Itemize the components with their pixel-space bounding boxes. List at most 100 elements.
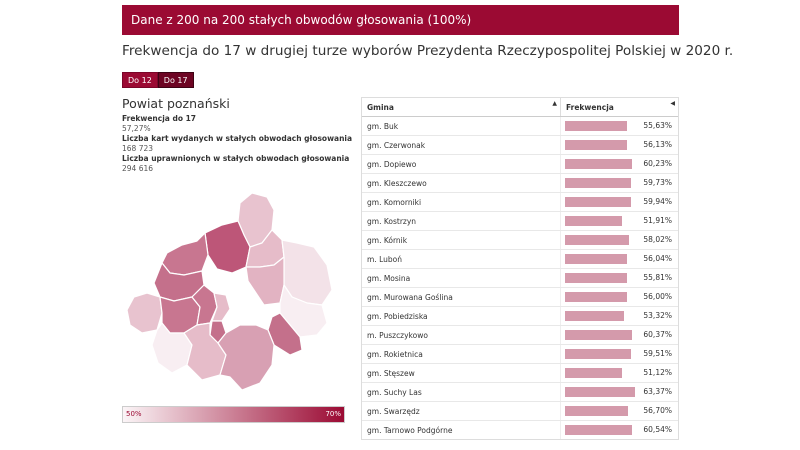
map-gmina-kleszczewo[interactable] bbox=[267, 312, 303, 356]
turnout-bar bbox=[565, 425, 632, 435]
table-row[interactable]: gm. Tarnowo Podgórne 60,54% bbox=[362, 421, 678, 439]
turnout-bar bbox=[565, 121, 627, 131]
turnout-bar bbox=[565, 349, 631, 359]
table-row[interactable]: m. Luboń 56,04% bbox=[362, 250, 678, 269]
table-row[interactable]: gm. Kórnik 58,02% bbox=[362, 231, 678, 250]
turnout-bar bbox=[565, 311, 624, 321]
table-row[interactable]: m. Puszczykowo 60,37% bbox=[362, 326, 678, 345]
gmina-name: gm. Stęszew bbox=[362, 364, 561, 382]
turnout-cell: 63,37% bbox=[561, 383, 678, 401]
gmina-name: gm. Pobiedziska bbox=[362, 307, 561, 325]
turnout-value: 51,91% bbox=[643, 216, 672, 225]
sort-up-icon[interactable]: ▲ bbox=[552, 100, 557, 107]
sort-left-icon[interactable]: ◀ bbox=[670, 100, 675, 107]
turnout-bar bbox=[565, 216, 623, 226]
turnout-value: 59,73% bbox=[643, 178, 672, 187]
turnout-bar bbox=[565, 273, 627, 283]
gmina-name: gm. Tarnowo Podgórne bbox=[362, 421, 561, 439]
table-row[interactable]: gm. Stęszew 51,12% bbox=[362, 364, 678, 383]
turnout-cell: 58,02% bbox=[561, 231, 678, 249]
column-header-gmina-label: Gmina bbox=[367, 102, 394, 112]
turnout-cell: 59,51% bbox=[561, 345, 678, 363]
map-gmina-kornik[interactable] bbox=[217, 324, 275, 391]
turnout-value: 60,37% bbox=[643, 330, 672, 339]
stat-value-cards: 168 723 bbox=[122, 144, 154, 153]
gmina-name: gm. Kleszczewo bbox=[362, 174, 561, 192]
page-title: Frekwencja do 17 w drugiej turze wyborów… bbox=[122, 43, 734, 59]
map-gmina-rokietnica[interactable] bbox=[161, 232, 209, 276]
turnout-value: 58,02% bbox=[643, 235, 672, 244]
gmina-name: gm. Rokietnica bbox=[362, 345, 561, 363]
turnout-bar bbox=[565, 140, 627, 150]
turnout-value: 60,54% bbox=[643, 425, 672, 434]
table-row[interactable]: gm. Komorniki 59,94% bbox=[362, 193, 678, 212]
table-row[interactable]: gm. Kostrzyn 51,91% bbox=[362, 212, 678, 231]
table-row[interactable]: gm. Mosina 55,81% bbox=[362, 269, 678, 288]
turnout-value: 59,94% bbox=[643, 197, 672, 206]
table-row[interactable]: gm. Buk 55,63% bbox=[362, 117, 678, 136]
turnout-cell: 55,81% bbox=[561, 269, 678, 287]
color-legend: 50% 70% bbox=[122, 406, 345, 423]
stat-value-turnout: 57,27% bbox=[122, 124, 151, 133]
turnout-cell: 60,54% bbox=[561, 421, 678, 439]
gmina-name: gm. Kostrzyn bbox=[362, 212, 561, 230]
turnout-cell: 53,32% bbox=[561, 307, 678, 325]
district-name: Powiat poznański bbox=[122, 96, 230, 111]
turnout-value: 56,13% bbox=[643, 140, 672, 149]
stat-label-cards: Liczba kart wydanych w stałych obwodach … bbox=[122, 134, 353, 143]
table-row[interactable]: gm. Suchy Las 63,37% bbox=[362, 383, 678, 402]
turnout-cell: 56,13% bbox=[561, 136, 678, 154]
turnout-value: 55,63% bbox=[643, 121, 672, 130]
legend-min-label: 50% bbox=[126, 410, 142, 418]
column-header-frekwencja[interactable]: Frekwencja ◀ bbox=[561, 98, 678, 116]
district-map bbox=[126, 192, 333, 391]
results-table: Gmina ▲ Frekwencja ◀ gm. Buk 55,63% gm. … bbox=[361, 97, 679, 440]
table-body: gm. Buk 55,63% gm. Czerwonak 56,13% gm. … bbox=[362, 117, 678, 439]
column-header-gmina[interactable]: Gmina ▲ bbox=[362, 98, 561, 116]
gmina-name: gm. Kórnik bbox=[362, 231, 561, 249]
turnout-value: 56,00% bbox=[643, 292, 672, 301]
turnout-value: 63,37% bbox=[643, 387, 672, 396]
turnout-value: 55,81% bbox=[643, 273, 672, 282]
gmina-name: gm. Murowana Goślina bbox=[362, 288, 561, 306]
map-gmina-kostrzyn[interactable] bbox=[279, 284, 328, 338]
gmina-name: m. Puszczykowo bbox=[362, 326, 561, 344]
gmina-name: gm. Dopiewo bbox=[362, 155, 561, 173]
map-gmina-steszew[interactable] bbox=[151, 322, 193, 374]
turnout-value: 59,51% bbox=[643, 349, 672, 358]
table-row[interactable]: gm. Rokietnica 59,51% bbox=[362, 345, 678, 364]
tab-do-12[interactable]: Do 12 bbox=[122, 72, 158, 88]
gmina-name: gm. Buk bbox=[362, 117, 561, 135]
turnout-bar bbox=[565, 368, 622, 378]
turnout-bar bbox=[565, 254, 627, 264]
tab-do-17[interactable]: Do 17 bbox=[157, 72, 194, 88]
table-row[interactable]: gm. Murowana Goślina 56,00% bbox=[362, 288, 678, 307]
turnout-cell: 59,94% bbox=[561, 193, 678, 211]
map-gmina-buk[interactable] bbox=[126, 292, 163, 334]
turnout-value: 56,70% bbox=[643, 406, 672, 415]
turnout-cell: 60,23% bbox=[561, 155, 678, 173]
turnout-bar bbox=[565, 197, 632, 207]
turnout-cell: 56,00% bbox=[561, 288, 678, 306]
turnout-cell: 56,04% bbox=[561, 250, 678, 268]
map-gmina-komorniki[interactable] bbox=[191, 284, 218, 326]
turnout-cell: 59,73% bbox=[561, 174, 678, 192]
table-row[interactable]: gm. Swarzędz 56,70% bbox=[362, 402, 678, 421]
gmina-name: gm. Suchy Las bbox=[362, 383, 561, 401]
turnout-cell: 55,63% bbox=[561, 117, 678, 135]
turnout-bar bbox=[565, 178, 631, 188]
turnout-bar bbox=[565, 159, 632, 169]
legend-max-label: 70% bbox=[325, 410, 341, 418]
stat-label-turnout: Frekwencja do 17 bbox=[122, 114, 197, 123]
table-row[interactable]: gm. Czerwonak 56,13% bbox=[362, 136, 678, 155]
turnout-cell: 51,91% bbox=[561, 212, 678, 230]
table-row[interactable]: gm. Pobiedziska 53,32% bbox=[362, 307, 678, 326]
results-banner: Dane z 200 na 200 stałych obwodów głosow… bbox=[122, 5, 679, 35]
turnout-value: 51,12% bbox=[643, 368, 672, 377]
table-row[interactable]: gm. Kleszczewo 59,73% bbox=[362, 174, 678, 193]
table-row[interactable]: gm. Dopiewo 60,23% bbox=[362, 155, 678, 174]
column-header-frekwencja-label: Frekwencja bbox=[566, 102, 614, 112]
gmina-name: gm. Czerwonak bbox=[362, 136, 561, 154]
time-tabs: Do 12 Do 17 bbox=[122, 72, 194, 88]
turnout-bar bbox=[565, 330, 632, 340]
